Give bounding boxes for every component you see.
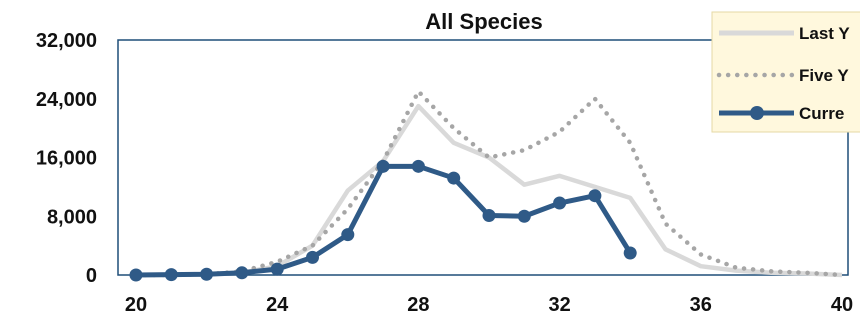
x-tick-label: 28 (407, 294, 429, 316)
legend: Last Y Five Y Curre (711, 11, 860, 133)
legend-label: Curre (799, 104, 844, 123)
y-tick-label: 16,000 (36, 148, 97, 170)
series-point (623, 246, 637, 260)
plot-area (117, 39, 849, 276)
legend-label: Five Y (799, 66, 849, 85)
series-line-2 (133, 89, 845, 278)
series-point (200, 267, 214, 281)
series-point (306, 250, 319, 264)
series-point (376, 159, 390, 173)
series-point (553, 196, 567, 210)
legend-label: Last Y (799, 24, 850, 43)
series-point (270, 262, 284, 276)
y-axis-ticks: 0 8,000 16,000 24,000 32,000 (36, 30, 97, 287)
x-axis-ticks: 20 24 28 32 36 40 (125, 294, 853, 316)
x-tick-label: 24 (266, 294, 289, 316)
series-point (164, 268, 178, 282)
series-point (447, 171, 461, 185)
series-layer (129, 89, 845, 282)
x-tick-label: 20 (125, 294, 147, 316)
chart-title: All Species (425, 9, 542, 34)
x-tick-label: 40 (831, 294, 853, 316)
x-tick-label: 36 (690, 294, 712, 316)
y-tick-label: 0 (86, 265, 97, 287)
series-point (341, 228, 355, 242)
x-tick-label: 32 (548, 294, 570, 316)
series-point (129, 268, 143, 282)
series-point (482, 209, 496, 223)
y-tick-label: 32,000 (36, 30, 97, 52)
legend-marker (750, 106, 764, 120)
y-tick-label: 8,000 (47, 206, 97, 228)
y-tick-label: 24,000 (36, 89, 97, 111)
series-line-3 (135, 163, 633, 278)
series-point (588, 189, 602, 203)
series-point (235, 266, 249, 280)
series-point (517, 209, 531, 223)
series-point (411, 159, 425, 173)
legend-items: Last Y Five Y Curre (716, 24, 850, 123)
